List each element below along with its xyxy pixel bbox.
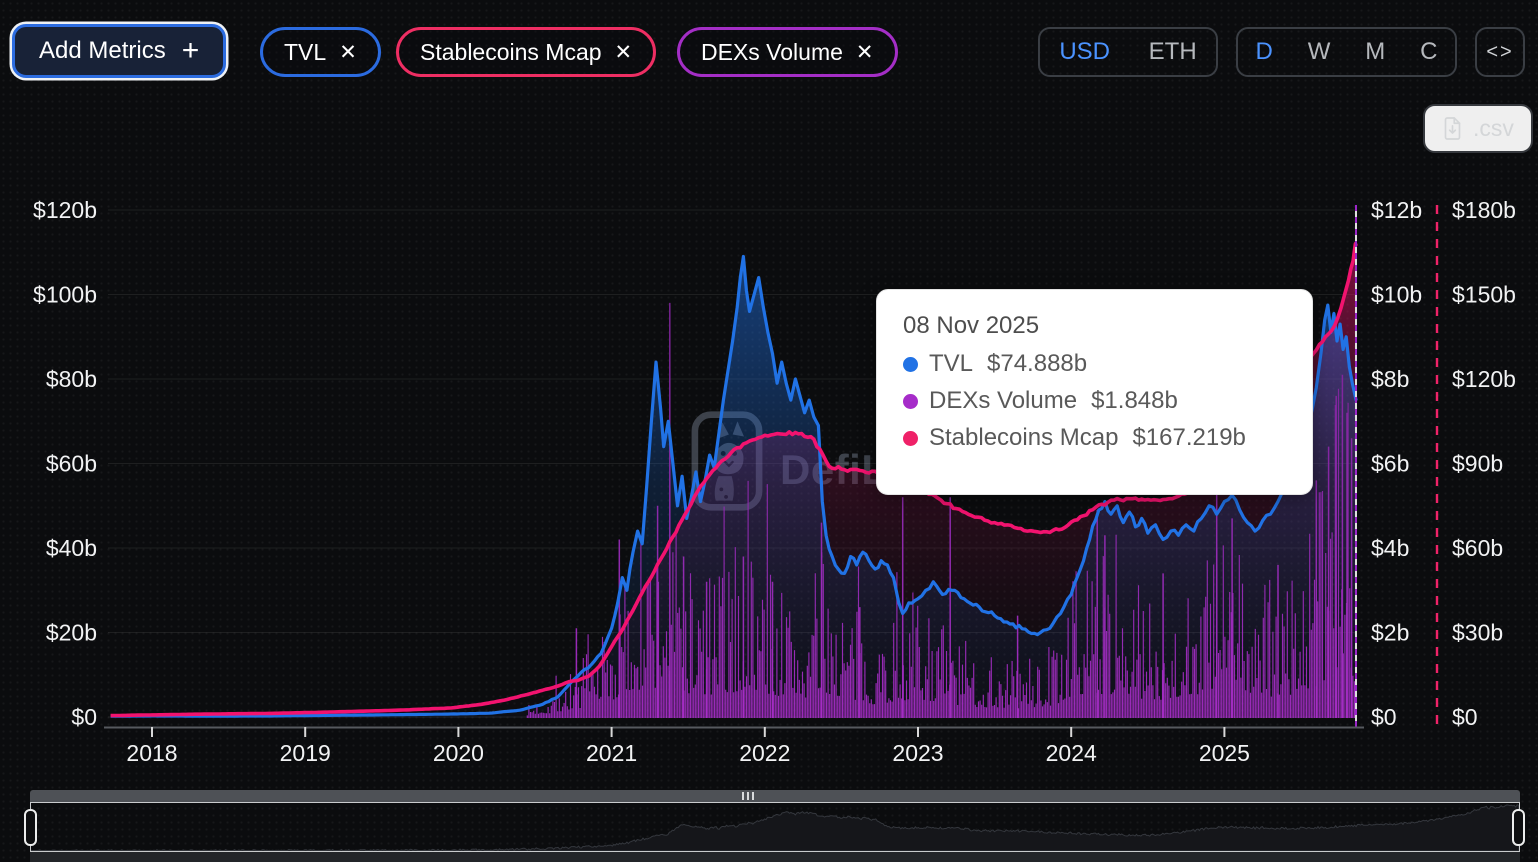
y-axis-dex-label: $4b — [1371, 535, 1409, 561]
y-axis-stablecoins-label: $60b — [1452, 535, 1503, 561]
metric-chip-tvl[interactable]: TVL ✕ — [260, 27, 381, 77]
y-axis-dex-label: $6b — [1371, 451, 1409, 477]
dexs-volume-spike-bars — [575, 302, 1353, 718]
x-axis-label: 2024 — [1046, 740, 1097, 766]
interval-option-weekly[interactable]: W — [1307, 38, 1331, 65]
y-axis-left-label: $40b — [46, 535, 97, 561]
y-axis-dex-label: $2b — [1371, 620, 1409, 646]
tooltip-row-dexs-volume: DEXs Volume $1.848b — [903, 387, 1286, 415]
interval-option-cumulative[interactable]: C — [1420, 38, 1438, 65]
stablecoins-series-dot — [903, 430, 918, 446]
chip-label: DEXs Volume — [701, 38, 843, 65]
y-axis-left-label: $80b — [46, 366, 97, 392]
add-metrics-label: Add Metrics — [39, 37, 166, 64]
plus-icon: + — [181, 34, 200, 67]
brush-left-handle[interactable] — [24, 809, 37, 846]
tooltip-label: Stablecoins Mcap — [929, 424, 1119, 451]
embed-code-button[interactable]: <> — [1475, 27, 1525, 77]
x-axis-label: 2022 — [739, 740, 790, 766]
file-download-icon — [1444, 117, 1461, 140]
y-axis-stablecoins-label: $120b — [1452, 366, 1516, 392]
y-axis-left-label: $20b — [46, 620, 97, 646]
close-icon[interactable]: ✕ — [855, 40, 874, 64]
brush-grip-icon[interactable] — [742, 792, 754, 800]
tvl-area — [110, 256, 1357, 718]
y-axis-dex-label: $0 — [1371, 704, 1397, 730]
chart-tooltip: 08 Nov 2025 TVL $74.888b DEXs Volume $1.… — [876, 289, 1313, 495]
x-axis-label: 2018 — [126, 740, 177, 766]
tooltip-value: $1.848b — [1091, 387, 1178, 414]
tooltip-value: $74.888b — [987, 350, 1088, 377]
tooltip-date: 08 Nov 2025 — [903, 312, 1040, 339]
y-axis-stablecoins-label: $0 — [1452, 704, 1478, 730]
add-metrics-button[interactable]: Add Metrics + — [12, 24, 227, 78]
close-icon[interactable]: ✕ — [614, 40, 633, 64]
brush-bottom-strip — [30, 852, 1520, 862]
download-csv-button[interactable]: .csv — [1423, 104, 1533, 153]
y-axis-left-label: $120b — [33, 197, 97, 223]
tooltip-row-stablecoins-mcap: Stablecoins Mcap $167.219b — [903, 424, 1286, 452]
tvl-series-dot — [903, 356, 918, 372]
main-chart-plot[interactable]: 2018 2019 2020 2021 2022 2023 2024 2025 $120b $10… — [0, 0, 1538, 788]
y-axis-stablecoins-label: $30b — [1452, 620, 1503, 646]
y-axis-left-label: $60b — [46, 451, 97, 477]
y-axis-dex-label: $12b — [1371, 197, 1422, 223]
chip-label: Stablecoins Mcap — [420, 38, 602, 65]
y-axis-left-label: $0 — [71, 704, 97, 730]
y-axis-stablecoins-label: $180b — [1452, 197, 1516, 223]
brush-selected-region[interactable] — [30, 802, 1520, 852]
y-axis-dex-label: $10b — [1371, 282, 1422, 308]
brush-right-handle[interactable] — [1512, 809, 1525, 846]
y-axis-stablecoins-label: $90b — [1452, 451, 1503, 477]
tooltip-row-tvl: TVL $74.888b — [903, 350, 1286, 378]
dexs-volume-series-dot — [903, 393, 918, 409]
currency-option-eth[interactable]: ETH — [1148, 38, 1197, 65]
x-axis-label: 2021 — [586, 740, 637, 766]
x-axis-label: 2020 — [433, 740, 484, 766]
close-icon[interactable]: ✕ — [339, 40, 357, 64]
brush-drag-bar[interactable] — [30, 790, 1520, 802]
interval-option-monthly[interactable]: M — [1365, 38, 1386, 65]
currency-option-usd[interactable]: USD — [1059, 38, 1110, 65]
code-brackets-icon: <> — [1486, 40, 1514, 63]
currency-toggle: USD ETH — [1038, 27, 1218, 77]
y-axis-stablecoins-label: $150b — [1452, 282, 1516, 308]
brush-silhouette — [30, 804, 1520, 852]
brush-mini-chart — [30, 804, 1520, 852]
stablecoins-line — [110, 242, 1358, 718]
metric-chip-dexs-volume[interactable]: DEXs Volume ✕ — [677, 27, 898, 77]
x-axis-label: 2023 — [892, 740, 943, 766]
x-axis-label: 2025 — [1199, 740, 1250, 766]
dexs-volume-bars — [526, 388, 1356, 718]
x-axis-label: 2019 — [280, 740, 331, 766]
tooltip-value: $167.219b — [1132, 424, 1246, 451]
interval-toggle: D W M C — [1236, 27, 1457, 77]
csv-label: .csv — [1473, 115, 1514, 141]
tooltip-label: DEXs Volume — [929, 387, 1078, 414]
tooltip-label: TVL — [929, 350, 974, 377]
y-axis-left-label: $100b — [33, 282, 97, 308]
metric-chip-stablecoins-mcap[interactable]: Stablecoins Mcap ✕ — [396, 27, 657, 77]
y-axis-dex-label: $8b — [1371, 366, 1409, 392]
interval-option-daily[interactable]: D — [1255, 38, 1273, 65]
chip-label: TVL — [284, 38, 327, 65]
